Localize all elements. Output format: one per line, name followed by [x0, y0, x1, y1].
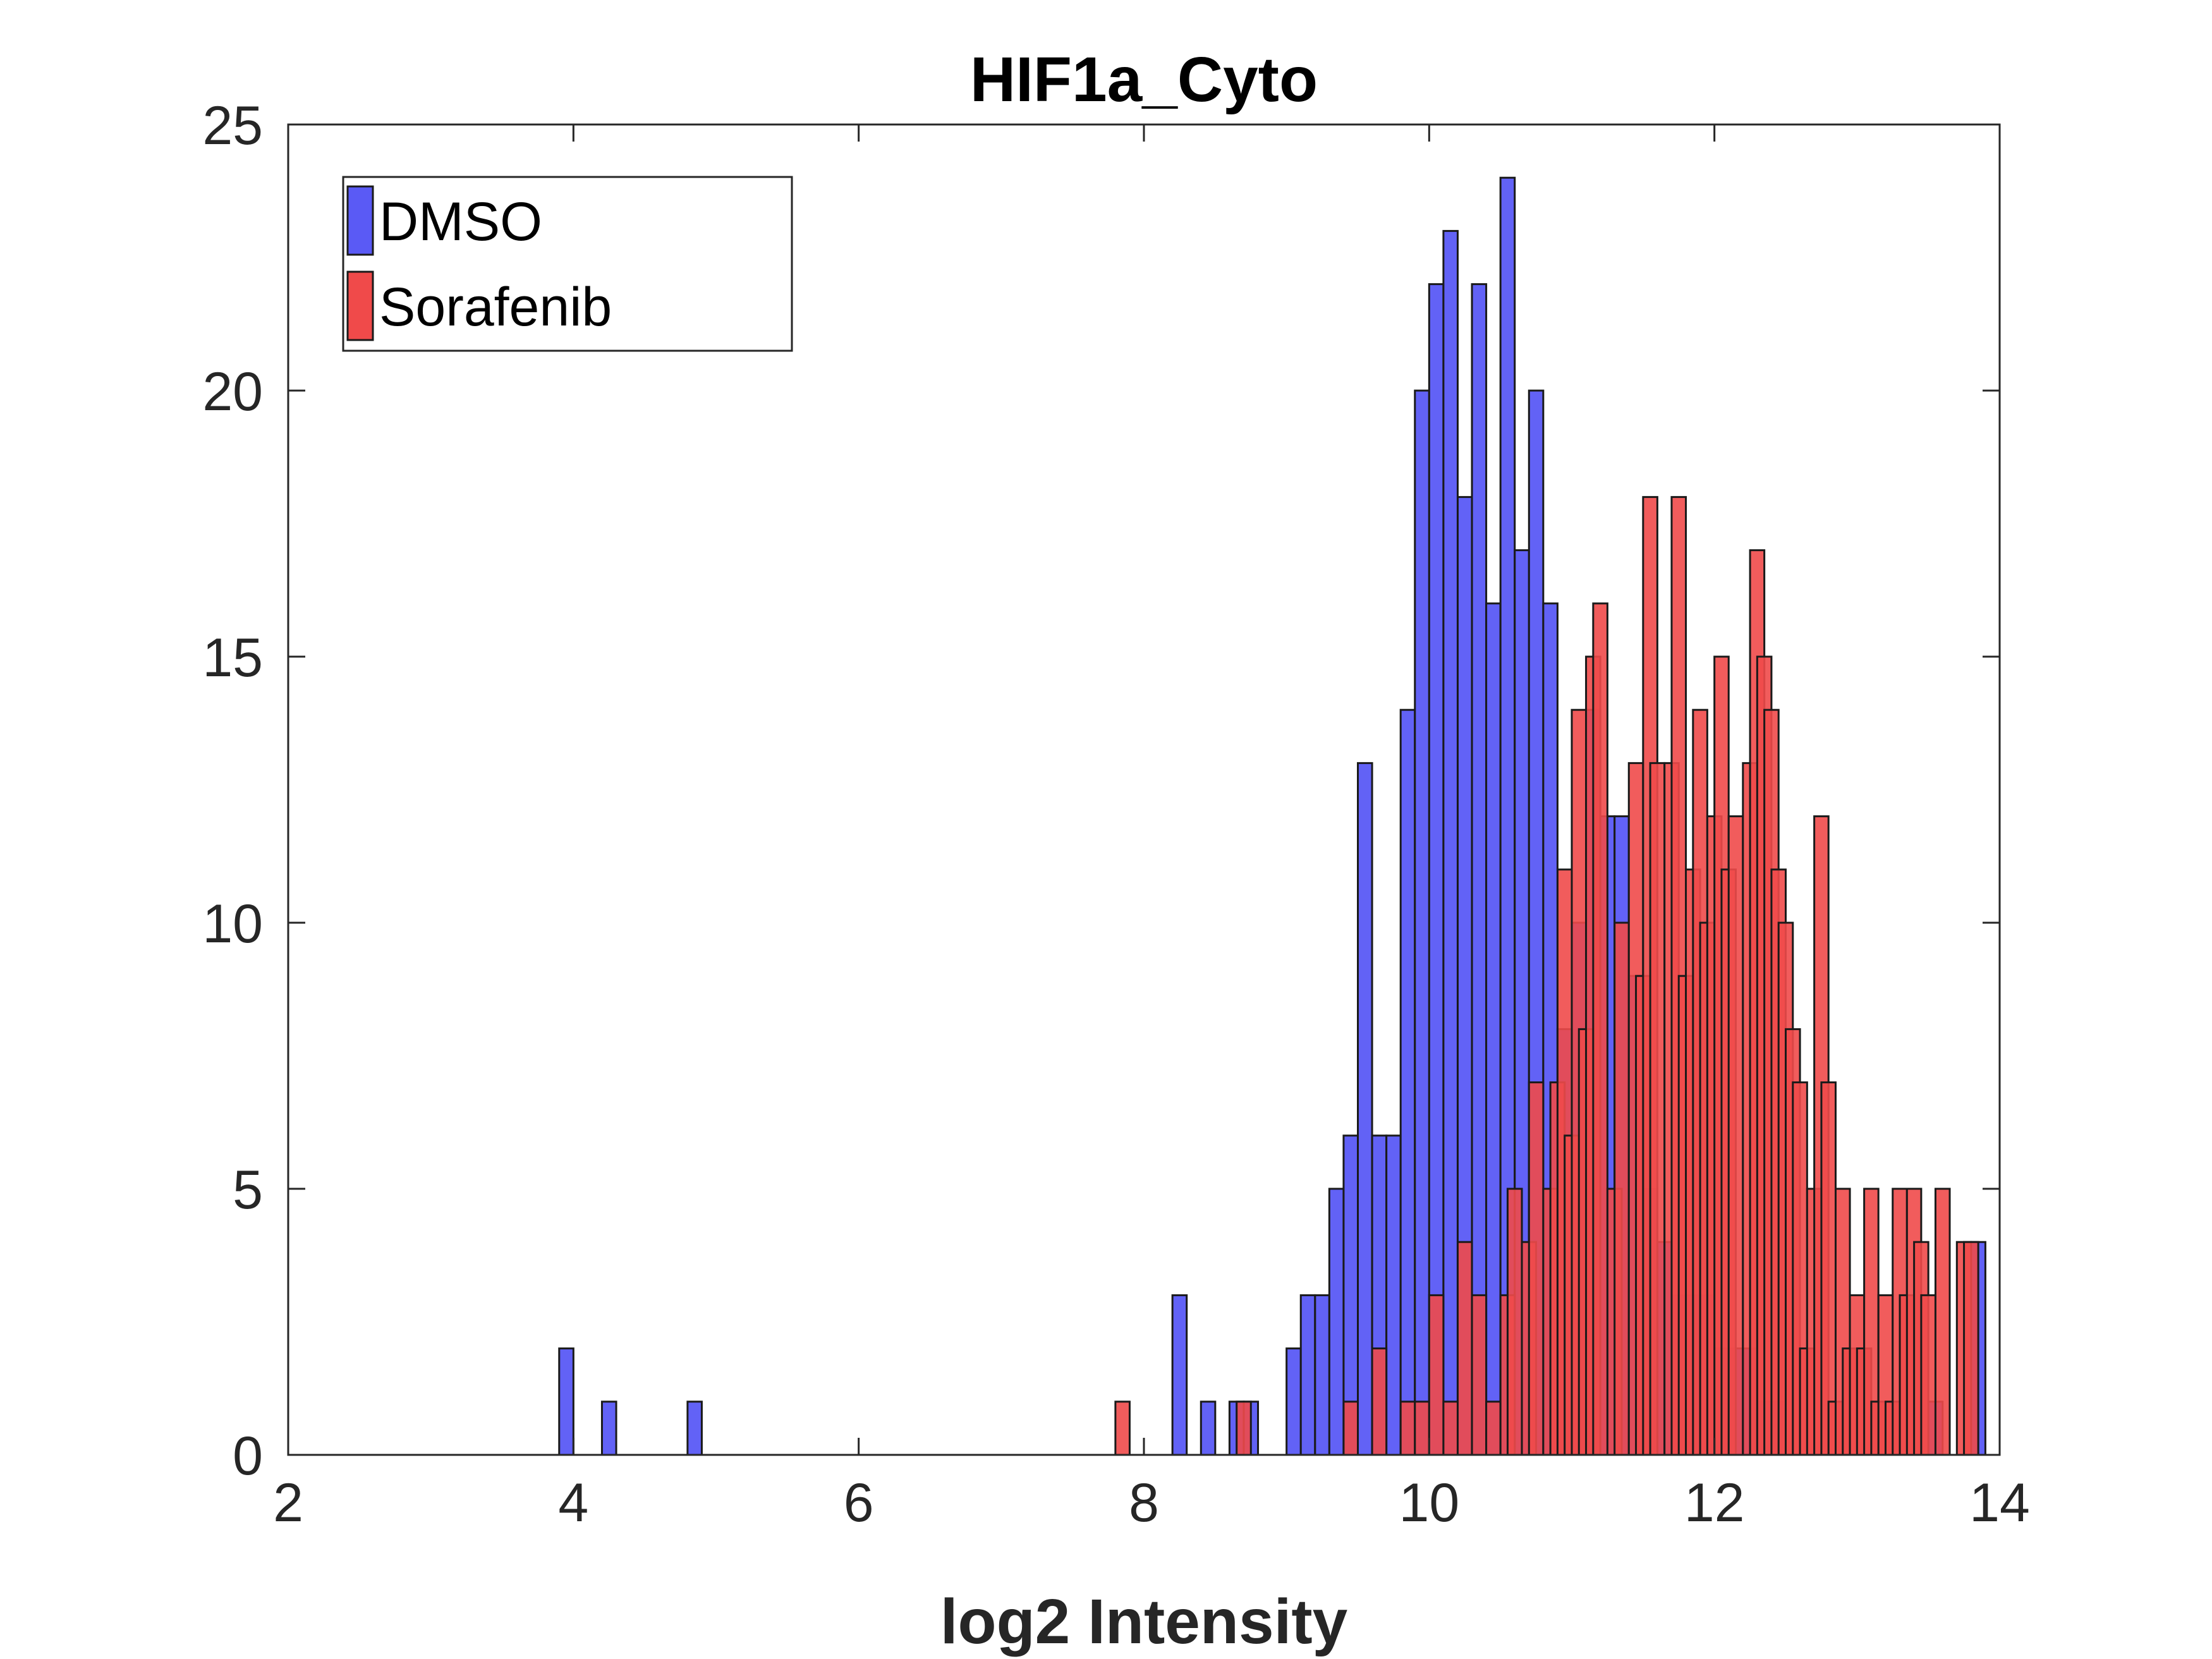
x-tick-label: 2 [273, 1473, 303, 1533]
y-tick-label: 5 [233, 1160, 263, 1220]
bar-sorafenib [1528, 1081, 1545, 1456]
bar-dmso [1471, 283, 1488, 1456]
bar-sorafenib [1613, 921, 1630, 1456]
bar-sorafenib [1485, 1401, 1502, 1456]
axes-layer: 2 4 6 8 10 12 14 0 5 10 15 20 25 [202, 95, 2030, 1533]
bar-dmso [600, 1401, 617, 1456]
x-axis-title: log2 Intensity [940, 1586, 1348, 1657]
bar-sorafenib [1414, 1401, 1430, 1456]
bar-sorafenib [1963, 1241, 1979, 1456]
bar-sorafenib [1114, 1401, 1131, 1456]
bar-sorafenib [1592, 602, 1608, 1456]
bar-sorafenib [1727, 815, 1744, 1456]
legend-swatch-dmso [346, 185, 374, 256]
y-tick-label: 10 [202, 894, 263, 954]
bar-dmso [1385, 1134, 1402, 1456]
x-tick-label: 14 [1969, 1473, 2030, 1533]
bar-dmso [1285, 1347, 1302, 1456]
bar-sorafenib [1342, 1401, 1359, 1456]
bar-dmso [1442, 229, 1459, 1456]
legend-box [342, 176, 793, 352]
x-tick-label: 6 [844, 1473, 874, 1533]
bar-dmso [1414, 389, 1430, 1456]
bar-dmso [1200, 1401, 1217, 1456]
bar-sorafenib [1506, 1188, 1523, 1456]
bars-layer [558, 176, 1986, 1456]
bar-dmso [558, 1347, 574, 1456]
bar-dmso [1328, 1188, 1345, 1456]
x-tick-label: 4 [558, 1473, 588, 1533]
bar-dmso [1399, 708, 1416, 1456]
bar-sorafenib [1934, 1188, 1951, 1456]
bar-dmso [1428, 283, 1445, 1456]
bar-sorafenib [1399, 1401, 1416, 1456]
chart-title: HIF1a_Cyto [970, 44, 1318, 115]
bar-dmso [1171, 1294, 1188, 1456]
bar-dmso [686, 1401, 703, 1456]
x-tick-label: 12 [1684, 1473, 1745, 1533]
bar-sorafenib [1236, 1401, 1252, 1456]
bar-sorafenib [1456, 1241, 1473, 1456]
bar-dmso [1299, 1294, 1316, 1456]
bar-sorafenib [1371, 1347, 1388, 1456]
bar-sorafenib [1471, 1294, 1488, 1456]
bar-sorafenib [1649, 762, 1666, 1456]
x-tick-label: 10 [1399, 1473, 1459, 1533]
y-tick-label: 25 [202, 95, 263, 156]
bar-sorafenib [1442, 1401, 1459, 1456]
y-tick-label: 0 [233, 1426, 263, 1486]
x-tick-label: 8 [1129, 1473, 1159, 1533]
legend: DMSO Sorafenib [342, 176, 793, 352]
bar-dmso [1485, 602, 1502, 1456]
legend-label-sorafenib: Sorafenib [379, 277, 612, 337]
bar-sorafenib [1428, 1294, 1445, 1456]
bar-sorafenib [1820, 1081, 1837, 1456]
bar-sorafenib [1920, 1294, 1936, 1456]
bar-dmso [1357, 762, 1373, 1456]
bar-dmso [1314, 1294, 1330, 1456]
legend-swatch-sorafenib [346, 270, 374, 341]
y-tick-label: 15 [202, 628, 263, 688]
y-tick-label: 20 [202, 362, 263, 422]
legend-label-dmso: DMSO [379, 191, 542, 252]
